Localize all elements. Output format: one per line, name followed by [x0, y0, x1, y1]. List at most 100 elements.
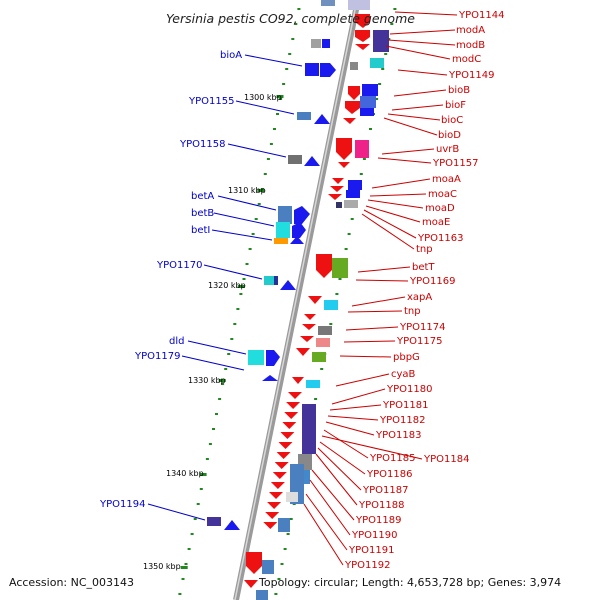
gene-arrow	[300, 336, 314, 342]
gene-label[interactable]: YPO1157	[432, 158, 478, 169]
gene-label[interactable]: YPO1144	[458, 10, 504, 21]
gene-arrow	[284, 412, 299, 419]
leader-line	[347, 310, 403, 313]
gene-label[interactable]: bioA	[220, 50, 242, 61]
gene-label[interactable]: YPO1192	[344, 560, 390, 571]
gene-box	[312, 352, 326, 362]
gene-label[interactable]: YPO1179	[134, 351, 180, 362]
tick-mark	[378, 83, 382, 85]
gene-arrow	[280, 432, 295, 439]
tick-mark	[276, 113, 279, 115]
gene-label[interactable]: YPO1186	[366, 469, 412, 480]
gene-label[interactable]: moaD	[425, 203, 455, 214]
gene-label[interactable]: modC	[452, 54, 481, 65]
gene-label[interactable]: bioC	[441, 115, 463, 126]
gene-label[interactable]: betI	[191, 225, 210, 236]
accession-text: Accession: NC_003143	[9, 576, 134, 589]
leader-line	[367, 199, 424, 209]
gene-label[interactable]: betA	[191, 191, 214, 202]
gene-arrow	[330, 186, 344, 192]
scale-labels: 1300 kbp 1310 kbp 1320 kbp 1330 kbp 1340…	[143, 93, 282, 571]
gene-box	[305, 63, 319, 76]
scale-label: 1310 kbp	[228, 186, 266, 195]
gene-box	[344, 200, 358, 208]
tick-mark	[263, 173, 267, 175]
tick-mark	[291, 38, 295, 40]
tick-mark	[230, 338, 234, 340]
gene-label[interactable]: modA	[456, 25, 485, 36]
gene-label[interactable]: uvrB	[436, 144, 459, 155]
gene-label[interactable]: betB	[191, 208, 214, 219]
leader-line	[345, 326, 399, 331]
major-tick-mark	[257, 189, 265, 192]
gene-label[interactable]: betT	[412, 262, 435, 273]
gene-label[interactable]: YPO1194	[99, 499, 145, 510]
gene-label[interactable]: YPO1188	[358, 500, 404, 511]
gene-label[interactable]: modB	[456, 40, 485, 51]
gene-label[interactable]: bioF	[445, 100, 466, 111]
gene-label[interactable]: tnp	[404, 306, 421, 317]
gene-box	[370, 58, 384, 68]
gene-label[interactable]: YPO1184	[423, 454, 469, 465]
gene-label[interactable]: YPO1181	[382, 400, 428, 411]
tick-mark	[329, 323, 333, 325]
leader-line	[339, 355, 392, 358]
gene-arrow	[328, 194, 342, 200]
gene-label[interactable]: YPO1175	[396, 336, 442, 347]
gene-label[interactable]: YPO1180	[386, 384, 432, 395]
gene-label[interactable]: YPO1158	[179, 139, 225, 150]
label-leaders-negative	[303, 11, 458, 566]
major-tick-mark	[218, 379, 226, 382]
tick-mark	[274, 593, 278, 595]
gene-label[interactable]: cyaB	[391, 369, 416, 380]
gene-arrow	[224, 520, 240, 530]
gene-label[interactable]: YPO1174	[399, 322, 445, 333]
gene-label[interactable]: YPO1183	[375, 430, 421, 441]
gene-label[interactable]: YPO1185	[369, 453, 415, 464]
leader-line	[303, 503, 344, 566]
gene-label[interactable]: YPO1163	[417, 233, 463, 244]
gene-label[interactable]: YPO1189	[355, 515, 401, 526]
scale-label: 1330 kbp	[188, 376, 226, 385]
gene-arrow	[244, 580, 258, 588]
tick-mark	[187, 548, 191, 550]
tick-mark	[273, 128, 276, 130]
gene-label[interactable]: YPO1155	[188, 96, 234, 107]
gene-label[interactable]: moaA	[432, 174, 461, 185]
gene-box	[332, 258, 348, 278]
gene-label[interactable]: bioD	[438, 130, 461, 141]
tick-mark	[251, 233, 255, 235]
leader-line	[321, 435, 423, 460]
genome-backbone-highlight	[234, 0, 358, 600]
genome-backbone	[233, 0, 361, 600]
gene-label[interactable]: YPO1149	[448, 70, 494, 81]
major-tick-mark	[199, 473, 207, 476]
tick-mark	[314, 398, 318, 400]
gene-label[interactable]: tnp	[416, 244, 433, 255]
leader-line	[329, 404, 382, 411]
gene-label[interactable]: YPO1191	[348, 545, 394, 556]
gene-label[interactable]: pbpG	[393, 352, 420, 363]
gene-label[interactable]: moaC	[428, 189, 457, 200]
tick-mark	[218, 398, 222, 400]
positive-strand-features	[207, 0, 336, 530]
tick-mark	[245, 263, 249, 265]
gene-label[interactable]: YPO1182	[379, 415, 425, 426]
tick-mark	[239, 293, 243, 295]
gene-label[interactable]: bioB	[448, 85, 470, 96]
tick-mark	[286, 533, 290, 535]
gene-label[interactable]: dld	[169, 336, 184, 347]
gene-box	[336, 202, 342, 208]
gene-label[interactable]: moaE	[422, 217, 450, 228]
gene-arrow	[282, 422, 297, 429]
gene-label[interactable]: YPO1170	[156, 260, 202, 271]
gene-label[interactable]: YPO1169	[409, 276, 455, 287]
leader-line	[387, 113, 441, 121]
gene-box	[306, 380, 320, 388]
gene-label[interactable]: xapA	[407, 292, 432, 303]
tick-mark	[359, 173, 363, 175]
leader-line	[325, 421, 375, 436]
gene-label[interactable]: YPO1187	[362, 485, 408, 496]
gene-label[interactable]: YPO1190	[351, 530, 397, 541]
leader-line	[383, 117, 438, 136]
